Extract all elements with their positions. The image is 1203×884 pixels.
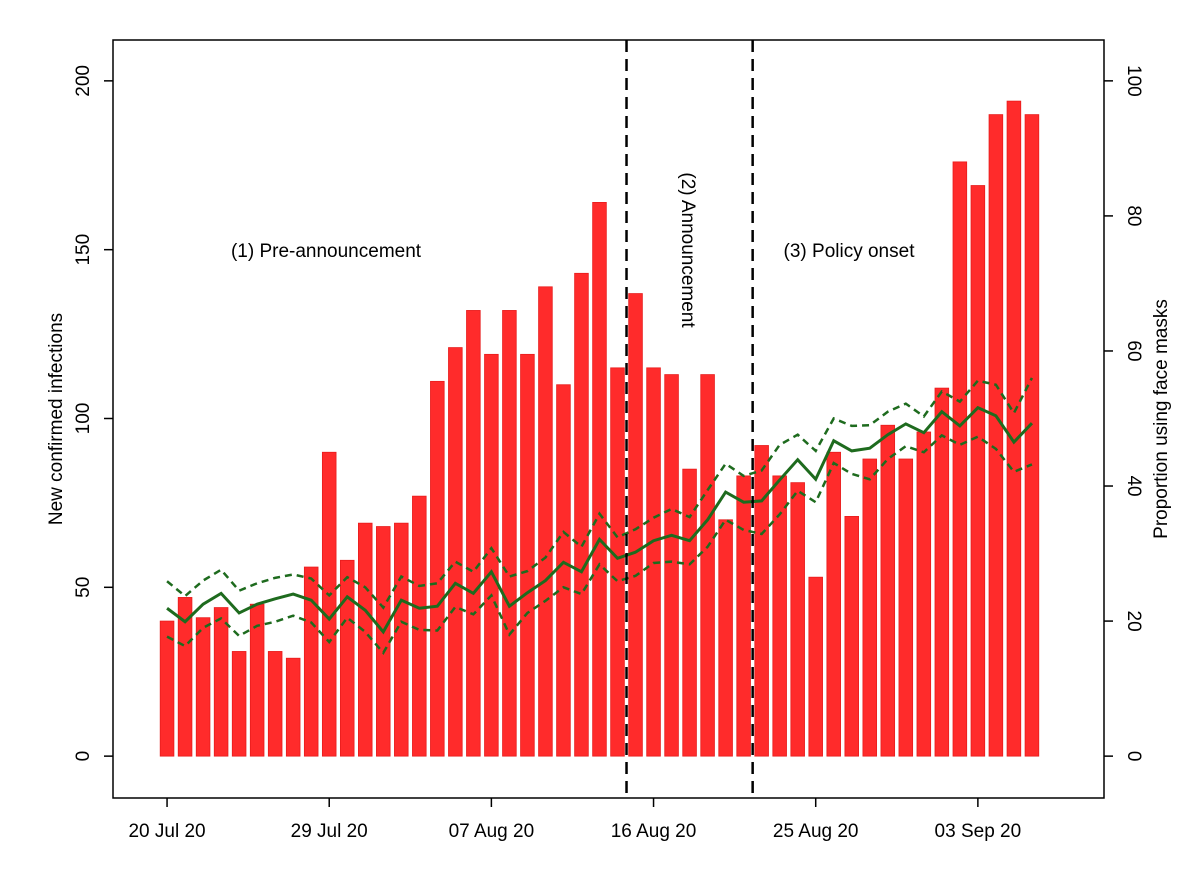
bar	[574, 272, 589, 757]
bar	[916, 431, 932, 757]
bar	[538, 286, 553, 757]
bar	[1024, 114, 1040, 757]
bar	[303, 566, 319, 757]
y-tick-label: 0	[73, 751, 94, 762]
bar	[736, 475, 751, 757]
y2-tick-label: 0	[1123, 751, 1144, 762]
bar	[826, 451, 841, 757]
y-tick-label: 100	[73, 403, 94, 435]
bar	[862, 458, 878, 757]
y-axis-title: New confirmed infections	[46, 313, 67, 525]
bar	[213, 607, 229, 757]
line	[166, 405, 1034, 635]
bar	[628, 293, 643, 757]
bar	[285, 657, 301, 757]
bar	[1006, 100, 1022, 757]
phase-label: (2) Announcement	[677, 172, 698, 328]
x-tick-label: 29 Jul 20	[291, 821, 368, 842]
confidence-line	[166, 377, 1034, 610]
bar	[790, 482, 805, 757]
bar	[772, 475, 787, 757]
bar	[177, 597, 193, 757]
bar	[988, 114, 1004, 757]
bar	[376, 526, 391, 757]
bar	[556, 384, 571, 757]
bar	[970, 185, 986, 757]
bar	[610, 367, 625, 757]
bar	[412, 495, 427, 757]
bar	[231, 651, 247, 757]
y2-tick-label: 20	[1123, 611, 1144, 632]
bar	[321, 451, 337, 757]
x-tick-label: 16 Aug 20	[611, 821, 697, 842]
y2-axis-title: Proportion using face masks	[1151, 299, 1172, 539]
bar	[394, 522, 409, 757]
bar	[880, 424, 896, 757]
bar	[718, 519, 733, 757]
y-tick-label: 200	[73, 65, 94, 97]
y2-tick-label: 80	[1123, 205, 1144, 226]
bar	[700, 374, 715, 757]
bar	[592, 202, 607, 757]
x-tick-label: 07 Aug 20	[449, 821, 535, 842]
bar	[682, 468, 697, 757]
phase-label: (1) Pre-announcement	[231, 241, 422, 262]
bar	[358, 522, 373, 757]
bar	[844, 516, 859, 757]
y2-tick-label: 60	[1123, 340, 1144, 361]
y2-tick-label: 40	[1123, 475, 1144, 496]
y-tick-label: 150	[73, 234, 94, 266]
y2-tick-label: 100	[1123, 65, 1144, 97]
x-tick-label: 20 Jul 20	[128, 821, 205, 842]
bar	[430, 380, 445, 757]
bar	[267, 651, 283, 757]
bar	[898, 458, 914, 757]
x-tick-label: 25 Aug 20	[773, 821, 859, 842]
x-tick-label: 03 Sep 20	[935, 821, 1022, 842]
bar	[808, 576, 823, 757]
y-tick-label: 50	[73, 577, 94, 598]
bar	[466, 310, 481, 757]
confidence-line	[166, 433, 1033, 655]
bar	[754, 445, 769, 757]
bar	[502, 310, 517, 757]
bar	[195, 617, 211, 757]
bar	[339, 559, 355, 757]
phase-label: (3) Policy onset	[784, 241, 916, 262]
bar	[664, 374, 679, 757]
bar	[934, 387, 950, 757]
bar	[159, 620, 175, 757]
bar	[952, 161, 968, 757]
bar	[448, 347, 463, 757]
bar	[520, 353, 535, 757]
